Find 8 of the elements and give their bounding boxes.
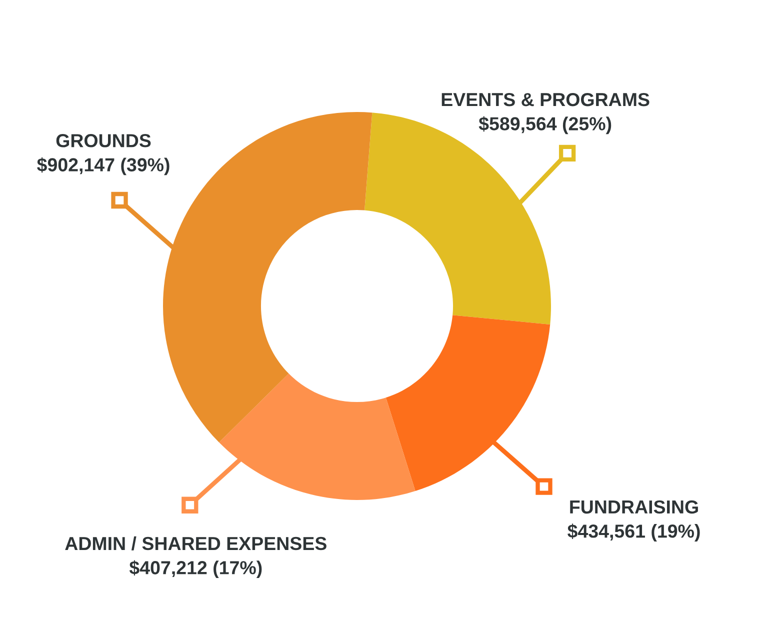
data-label: $902,147 (39%) (37, 157, 170, 176)
slice-label: EVENTS & PROGRAMS (442, 92, 650, 106)
data-label: $434,561 (19%) (568, 524, 700, 542)
data-label: $407,212 (17%) (129, 560, 262, 578)
slice-label: GROUNDS (56, 134, 151, 148)
slice-label: FUNDRAISING (570, 500, 698, 514)
slice-label: ADMIN / SHARED EXPENSES (65, 536, 326, 550)
data-label: $589,564 (25%) (478, 116, 612, 134)
